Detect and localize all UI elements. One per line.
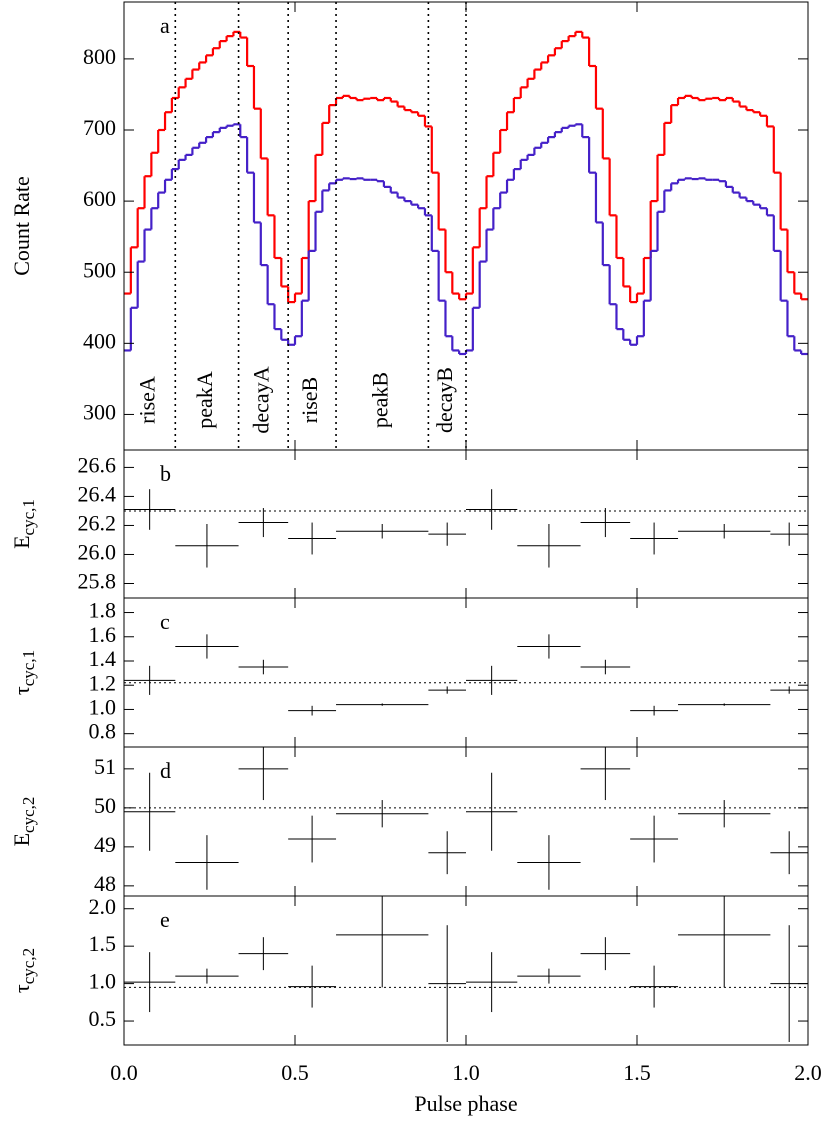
panel-label: a <box>160 13 170 38</box>
y-axis-label: τcyc,1 <box>9 650 38 695</box>
y-tick-label: 400 <box>83 328 116 353</box>
panel-label: b <box>160 461 171 486</box>
y-tick-label: 0.8 <box>89 719 117 744</box>
y-axis-label: Ecyc,2 <box>9 797 38 847</box>
y-tick-label: 25.8 <box>78 569 117 594</box>
x-tick-label: 0.5 <box>281 1060 309 1085</box>
plot-area <box>124 2 808 450</box>
y-tick-label: 1.8 <box>89 598 117 623</box>
frame <box>123 597 809 748</box>
y-tick-label: 50 <box>94 793 116 818</box>
y-axis-label: τcyc,2 <box>9 948 38 993</box>
plot-area <box>124 896 808 1043</box>
y-label-subscript: cyc,1 <box>19 499 38 535</box>
y-label-symbol: τ <box>9 984 34 993</box>
plot-area <box>124 747 808 890</box>
y-tick-label: 500 <box>83 257 116 282</box>
y-tick-label: 1.2 <box>89 670 117 695</box>
y-tick-label: 0.5 <box>89 1006 117 1031</box>
y-tick-label: 26.0 <box>78 540 117 565</box>
x-tick-label: 1.5 <box>623 1060 651 1085</box>
phase-label: decayA <box>248 366 273 433</box>
y-tick-label: 26.2 <box>78 510 117 535</box>
y-label-symbol: τ <box>9 686 34 695</box>
y-tick-label: 1.0 <box>89 969 117 994</box>
y-label-subscript: cyc,1 <box>19 650 38 686</box>
phase-label: peakB <box>367 372 392 428</box>
y-tick-label: 1.6 <box>89 622 117 647</box>
y-tick-label: 800 <box>83 44 116 69</box>
y-tick-label: 1.5 <box>89 931 117 956</box>
y-label-symbol: E <box>9 833 34 846</box>
frame <box>123 895 809 1046</box>
panel-label: c <box>160 609 170 634</box>
y-tick-label: 49 <box>94 832 116 857</box>
y-tick-label: 700 <box>83 115 116 140</box>
y-tick-label: 2.0 <box>89 894 117 919</box>
y-tick-label: 26.4 <box>78 481 117 506</box>
y-tick-label: 1.4 <box>89 646 117 671</box>
y-tick-label: 1.0 <box>89 694 117 719</box>
x-tick-label: 2.0 <box>794 1060 822 1085</box>
x-tick-label: 0.0 <box>110 1060 138 1085</box>
y-tick-label: 51 <box>94 754 116 779</box>
phase-label: riseA <box>135 376 160 424</box>
plot-area <box>124 489 808 568</box>
y-tick-label: 48 <box>94 871 116 896</box>
panel-label: e <box>160 907 170 932</box>
y-axis-label: Ecyc,1 <box>9 499 38 549</box>
step-connector <box>129 31 803 303</box>
x-tick-label: 1.0 <box>452 1060 480 1085</box>
y-tick-label: 26.6 <box>78 452 117 477</box>
panel-label: d <box>160 758 171 783</box>
y-label-subscript: cyc,2 <box>19 797 38 833</box>
y-label-subscript: cyc,2 <box>19 948 38 984</box>
y-tick-label: 600 <box>83 186 116 211</box>
phase-label: decayB <box>432 367 457 433</box>
y-label-symbol: E <box>9 535 34 548</box>
y-tick-label: 300 <box>83 399 116 424</box>
step-connector <box>129 124 803 354</box>
phase-label: riseB <box>297 377 322 423</box>
plot-area <box>124 634 808 716</box>
x-axis-label: Pulse phase <box>414 1091 517 1116</box>
y-axis-label: Count Rate <box>9 176 34 276</box>
phase-label: peakA <box>192 371 217 429</box>
frame <box>123 449 809 599</box>
frame <box>123 746 809 897</box>
